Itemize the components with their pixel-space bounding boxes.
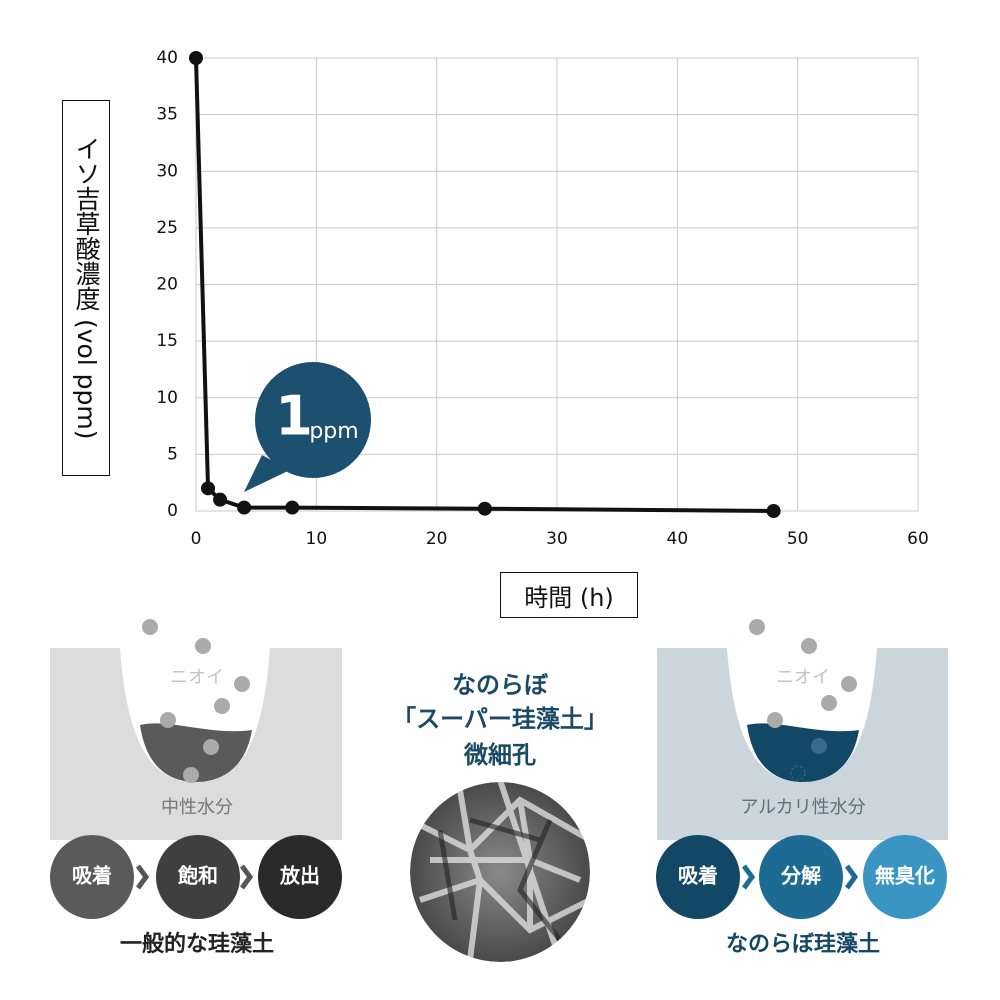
y-axis-label: イソ吉草酸濃度 (vol ppm)	[62, 100, 110, 476]
x-tick-label: 20	[426, 529, 448, 549]
x-tick-label: 30	[546, 529, 568, 549]
step-circle	[759, 835, 843, 919]
y-tick-label: 40	[156, 48, 178, 68]
micro-image	[410, 782, 590, 962]
step-label: 無臭化	[875, 864, 935, 888]
step-circle	[863, 835, 947, 919]
caption: 一般的な珪藻土	[120, 931, 274, 957]
y-tick-label: 35	[156, 105, 178, 125]
y-tick-label: 15	[156, 331, 178, 351]
data-point	[477, 501, 492, 516]
y-tick-label: 25	[156, 218, 178, 238]
center-title: 微細孔	[463, 741, 536, 769]
data-point	[213, 492, 228, 507]
data-point	[201, 481, 216, 496]
y-tick-label: 0	[167, 501, 178, 521]
smell-label: ニオイ	[776, 667, 830, 688]
step-circle	[50, 835, 134, 919]
callout-bubble	[255, 362, 371, 478]
x-tick-label: 0	[191, 529, 202, 549]
center-title: なのらぼ	[452, 671, 549, 699]
x-tick-label: 10	[306, 529, 328, 549]
data-point	[285, 500, 300, 515]
molecules	[142, 619, 250, 783]
center-title: 「スーパー珪藻土」	[392, 705, 608, 733]
data-point	[237, 500, 252, 515]
step-label: 飽和	[177, 864, 218, 888]
callout-unit: ppm	[309, 419, 358, 444]
x-tick-label: 60	[907, 529, 929, 549]
y-tick-label: 30	[156, 161, 178, 181]
callout-number: 1	[275, 385, 313, 448]
step-label: 吸着	[678, 864, 718, 888]
liquid	[140, 723, 252, 782]
water-label: 中性水分	[161, 797, 233, 818]
y-tick-label: 5	[167, 444, 178, 464]
chevron	[741, 864, 859, 890]
data-point	[766, 504, 781, 518]
liquid	[747, 723, 859, 782]
x-tick-label: 40	[667, 529, 689, 549]
y-tick-label: 10	[156, 388, 178, 408]
step-label: 吸着	[72, 864, 112, 888]
step-label: 放出	[279, 864, 320, 888]
molecules	[749, 619, 857, 781]
water-label: アルカリ性水分	[740, 797, 865, 818]
x-tick-label: 50	[787, 529, 809, 549]
step-label: 分解	[780, 864, 821, 888]
data-point	[189, 51, 203, 65]
smell-label: ニオイ	[170, 667, 224, 688]
y-tick-label: 20	[156, 275, 178, 295]
step-circle	[656, 835, 740, 919]
step-circle	[258, 835, 342, 919]
chevron	[135, 864, 254, 890]
x-axis-label: 時間 (h)	[500, 572, 638, 618]
step-circle	[156, 835, 240, 919]
caption: なのらぼ珪藻土	[726, 932, 880, 957]
